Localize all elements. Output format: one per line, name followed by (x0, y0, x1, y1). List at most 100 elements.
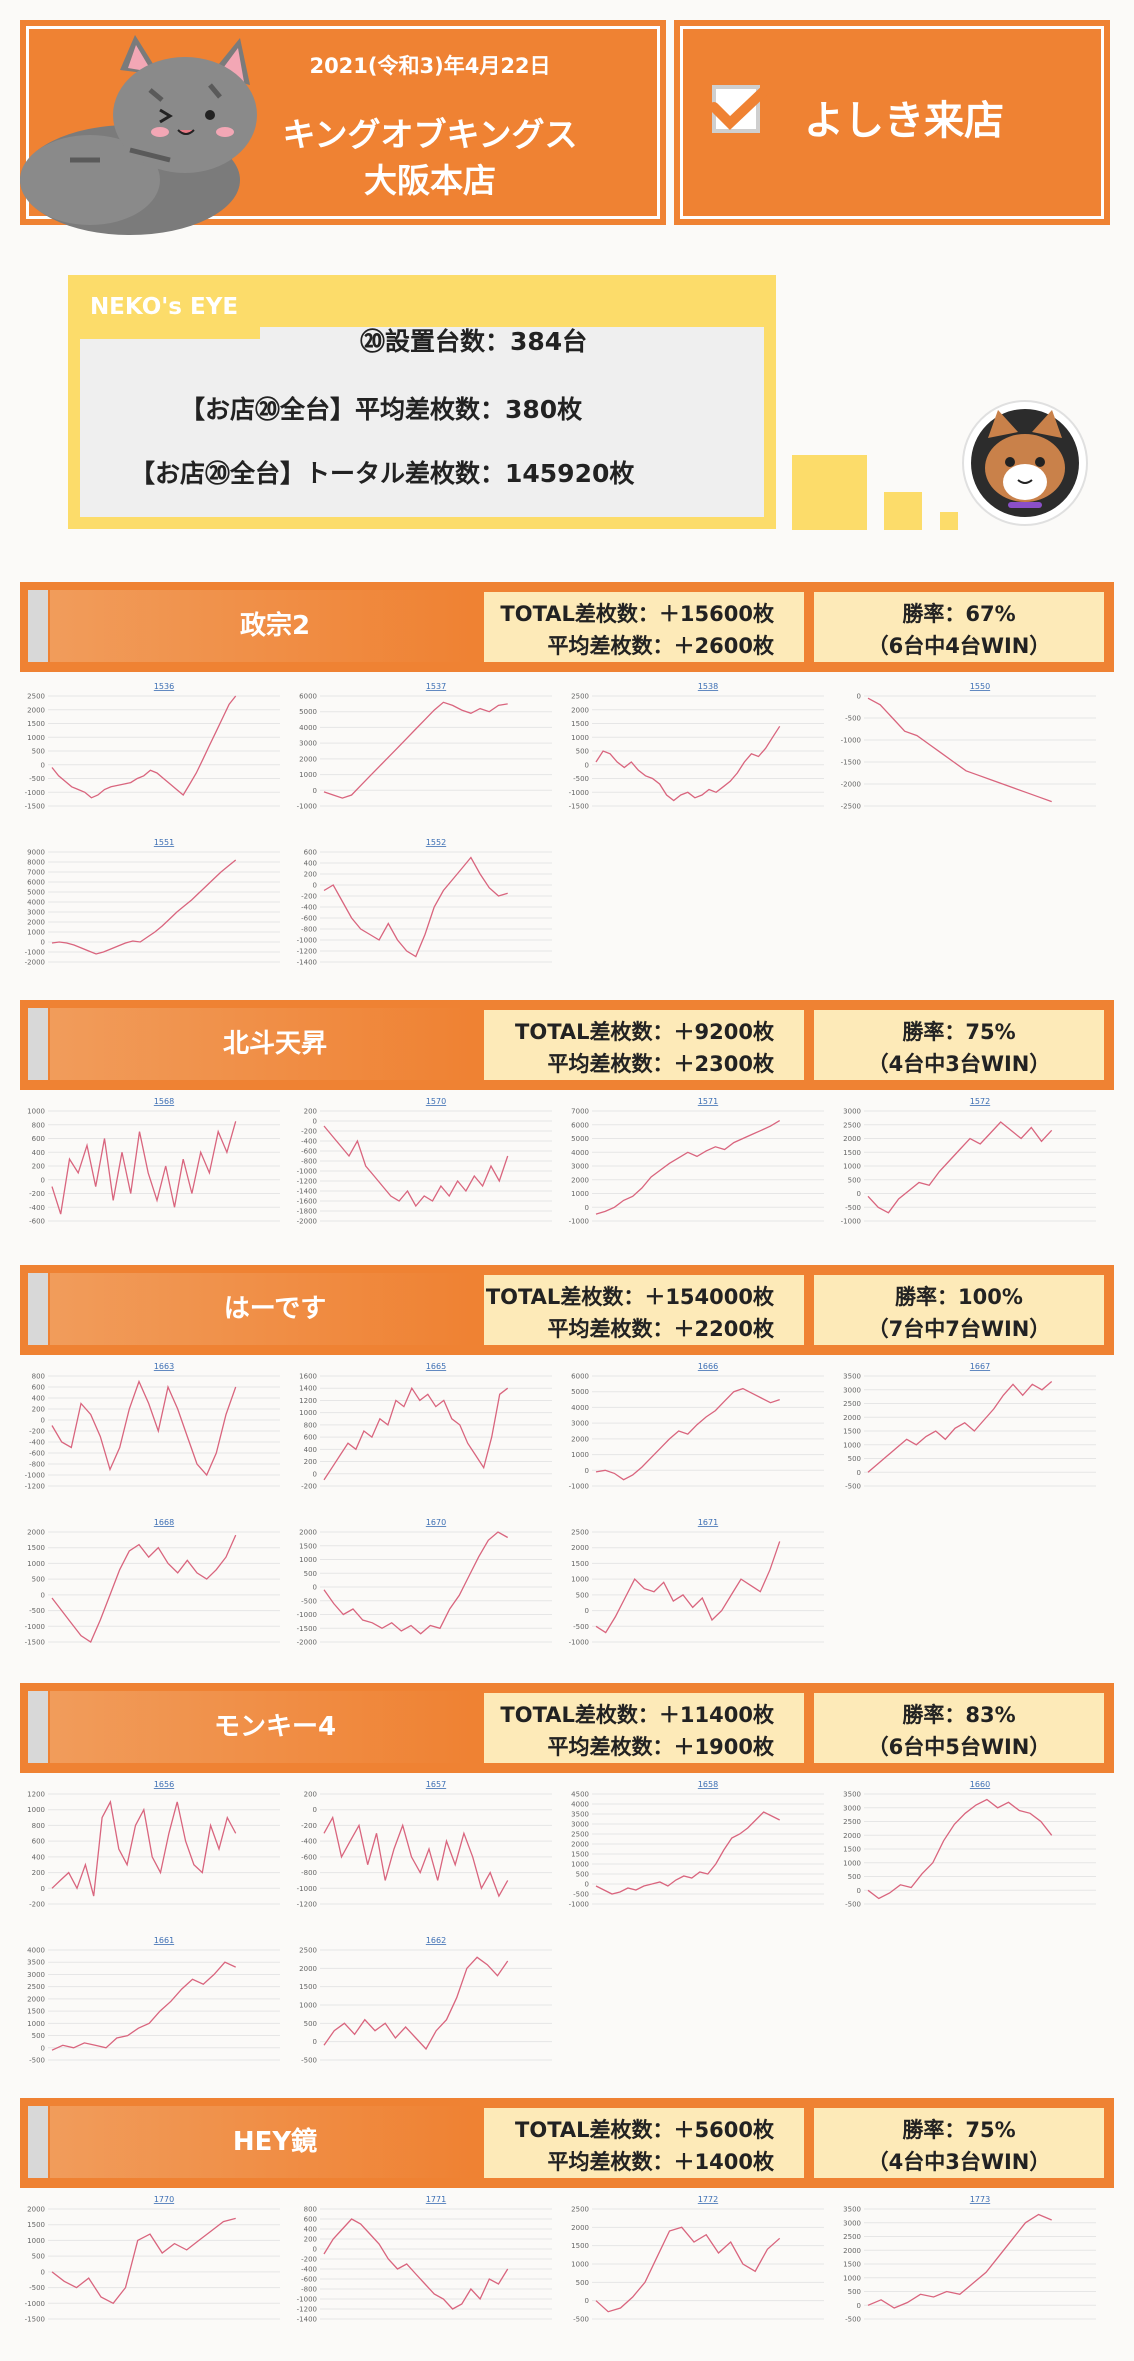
series-line (323, 1386, 509, 1481)
tick-label: 2500 (571, 693, 589, 701)
tick-label: -500 (301, 2057, 317, 2065)
stat-machine-count: ⑳設置台数：384台 (360, 327, 588, 356)
chart-1571: 1571 -1000 0 1000 2000 3000 4000 5000 6000 7000 (562, 1095, 832, 1235)
tick-label: 1500 (299, 1542, 317, 1550)
tick-label: 2000 (27, 2206, 45, 2214)
chart-svg: 1665 -200 0 200 400 600 800 1000 1200 1400 1600 (299, 1362, 552, 1491)
tick-label: 0 (41, 2268, 45, 2276)
chart-title: 1536 (154, 682, 174, 691)
tick-label: -1000 (841, 737, 861, 745)
tick-label: -600 (29, 1450, 45, 1458)
tick-label: -500 (29, 775, 45, 783)
tick-label: -1200 (25, 1483, 45, 1491)
tick-label: -1200 (297, 2306, 317, 2314)
chart-svg: 1572 -1000 -500 0 500 1000 1500 2000 2500 3000 (841, 1097, 1096, 1226)
tick-label: 500 (848, 1873, 861, 1881)
tick-label: 2000 (299, 1529, 317, 1537)
tick-label: 1500 (299, 1983, 317, 1991)
tick-label: 1000 (27, 1108, 45, 1116)
tick-label: 0 (313, 1470, 317, 1478)
chart-1537: 1537 -1000 0 1000 2000 3000 4000 5000 6000 (290, 680, 560, 820)
tick-label: -1000 (25, 2300, 45, 2308)
tick-label: 2000 (571, 1841, 589, 1849)
group-win-count: （7台中7台WIN） (867, 1317, 1051, 1341)
chart-title: 1665 (426, 1362, 446, 1371)
chart-1668: 1668 -1500 -1000 -500 0 500 1000 1500 2000 (18, 1516, 288, 1656)
tick-label: 2000 (27, 706, 45, 714)
tick-label: -400 (29, 1439, 45, 1447)
chart-svg: 1670 -2000 -1500 -1000 -500 0 500 1000 1500 2000 (297, 1518, 552, 1647)
tick-label: 2000 (843, 2247, 861, 2255)
tick-label: 200 (304, 1108, 317, 1116)
tick-label: 3000 (299, 740, 317, 748)
tick-label: 2500 (843, 1121, 861, 1129)
series-line (595, 1387, 780, 1481)
chart-svg: 1660 -500 0 500 1000 1500 2000 2500 3000 3500 (843, 1780, 1096, 1909)
tick-label: 400 (304, 1446, 317, 1454)
tick-label: -1000 (25, 789, 45, 797)
tick-label: 1000 (27, 1560, 45, 1568)
visit-text: よしき来店 (804, 98, 1004, 144)
group-bar-masamune2: 政宗2 TOTAL差枚数：＋15600枚 平均差枚数：＋2600枚 勝率：67% （… (20, 582, 1114, 672)
tick-label: 0 (41, 1417, 45, 1425)
tick-label: 3500 (843, 1373, 861, 1381)
series-line (867, 2213, 1052, 2309)
chart-svg: 1536 -1500 -1000 -500 0 500 1000 1500 2000 2500 (25, 682, 280, 811)
tick-label: -400 (301, 1138, 317, 1146)
tick-label: 4000 (27, 899, 45, 907)
group-total: TOTAL差枚数：＋11400枚 (500, 1703, 774, 1727)
tick-label: -2000 (297, 1218, 317, 1226)
chart-title: 1671 (698, 1518, 718, 1527)
chart-svg: 1550 -2500 -2000 -1500 -1000 -500 0 (841, 682, 1096, 811)
group-name: 北斗天昇 (222, 1029, 327, 1059)
tick-label: -800 (301, 926, 317, 934)
tick-label: 3500 (843, 2206, 861, 2214)
tick-label: 7000 (571, 1108, 589, 1116)
chart-1658: 1658 -1000 -500 0 500 1000 1500 2000 2500 3000 350… (562, 1778, 832, 1918)
tick-label: 500 (304, 1570, 317, 1578)
header-banner: 2021(令和3)年4月22日 キングオブキングス 大阪本店 (20, 20, 666, 235)
chart-svg: 1773 -500 0 500 1000 1500 2000 2500 3000 3500 (843, 2195, 1096, 2324)
tick-label: -1500 (25, 1639, 45, 1647)
chart-title: 1571 (698, 1097, 718, 1106)
tick-label: 3000 (843, 1386, 861, 1394)
deco-square-large (792, 455, 867, 530)
tick-label: 600 (32, 1384, 45, 1392)
group-bar-hadesu: はーです TOTAL差枚数：＋154000枚 平均差枚数：＋2200枚 勝率：10… (20, 1265, 1114, 1355)
tick-label: 1500 (843, 2261, 861, 2269)
tick-label: 0 (313, 2038, 317, 2046)
chart-1657: 1657 -1200 -1000 -800 -600 -400 -200 0 200 (290, 1778, 560, 1918)
tick-label: 0 (857, 1190, 861, 1198)
series-line (595, 2226, 781, 2313)
group-name: はーです (223, 1294, 327, 1324)
chart-title: 1570 (426, 1097, 446, 1106)
tick-label: 1000 (843, 1163, 861, 1171)
tick-label: 5000 (299, 708, 317, 716)
tick-label: -2000 (25, 959, 45, 967)
group-win-count: （4台中3台WIN） (867, 1052, 1051, 1076)
tick-label: -200 (301, 1483, 317, 1491)
tick-label: 2000 (843, 1135, 861, 1143)
tick-label: -500 (29, 1607, 45, 1615)
tick-label: 500 (32, 2032, 45, 2040)
chart-title: 1658 (698, 1780, 718, 1789)
group-average: 平均差枚数：＋1900枚 (547, 1735, 774, 1759)
tick-label: -500 (845, 715, 861, 723)
chart-title: 1667 (970, 1362, 990, 1371)
series-line (323, 1956, 509, 2051)
tick-label: -1500 (841, 759, 861, 767)
tick-label: 1000 (27, 929, 45, 937)
tick-label: 0 (313, 787, 317, 795)
tick-label: 800 (304, 2206, 317, 2214)
chart-svg: 1538 -1500 -1000 -500 0 500 1000 1500 2000 2500 (569, 682, 824, 811)
tick-label: 1000 (27, 2237, 45, 2245)
deco-square-medium (884, 492, 922, 530)
tick-label: 9000 (27, 849, 45, 857)
tick-label: -800 (29, 1461, 45, 1469)
tick-label: -800 (301, 1158, 317, 1166)
chart-title: 1538 (698, 682, 718, 691)
tick-label: -500 (29, 2057, 45, 2065)
tick-label: 4000 (27, 1947, 45, 1955)
tick-label: 1000 (27, 2020, 45, 2028)
tick-label: 200 (304, 1791, 317, 1799)
